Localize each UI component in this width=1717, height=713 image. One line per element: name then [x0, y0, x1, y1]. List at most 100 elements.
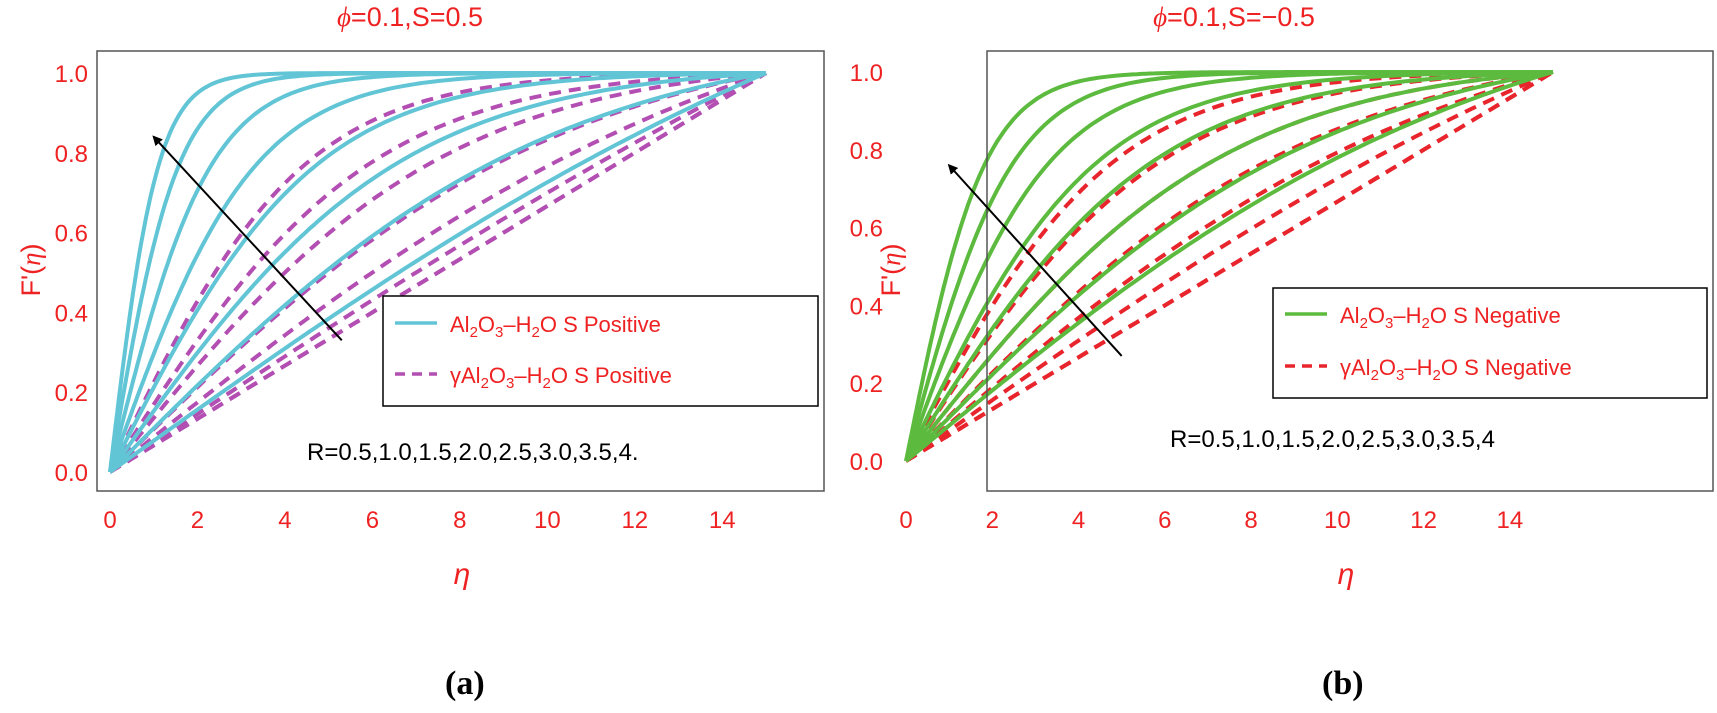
leg-b1-s1: 2 — [1360, 315, 1368, 332]
panel-a-x-tick: 8 — [453, 507, 466, 534]
panel-b-x-tick: 10 — [1324, 507, 1351, 534]
panel-a-x-axis-label: η — [454, 558, 471, 591]
leg-b2-m2: –H — [1404, 355, 1432, 380]
panel-a-y-axis-label: F'(η) — [16, 243, 46, 296]
leg-a1-m1: O — [478, 312, 495, 337]
panel-b-x-tick: 14 — [1497, 507, 1524, 534]
leg-b2-s2: 3 — [1396, 367, 1404, 384]
panel-a-dashed-curve-R2.5 — [108, 71, 767, 474]
panel-a-y-label-prefix: F'( — [16, 266, 46, 297]
panel-a: ϕ=0.1,S=0.5 0 2 4 6 8 10 12 14 0.0 0.2 0.4 0.6 0.8 1… — [16, 2, 825, 591]
panel-b-y-tick: 0.6 — [850, 216, 883, 243]
leg-b1-m1: O — [1368, 303, 1385, 328]
panel-a-legend-entry-2: γAl2O3–H2O S Positive — [450, 363, 672, 392]
panel-a-y-tick: 0.6 — [55, 221, 88, 248]
panel-b-annotation: R=0.5,1.0,1.5,2.0,2.5,3.0,3.5,4 — [1170, 426, 1495, 453]
panel-a-x-tick: 0 — [103, 507, 116, 534]
leg-a2-r: O S Positive — [551, 363, 672, 388]
leg-b2-r: O S Negative — [1441, 355, 1572, 380]
panel-b-arrow — [947, 163, 1123, 357]
panel-b-y-label-suffix: ) — [876, 243, 906, 252]
panel-b-x-tick: 8 — [1244, 507, 1257, 534]
panel-b-solid-curve-R4 — [904, 70, 1554, 463]
leg-a1-p: Al — [450, 312, 470, 337]
panel-a-solid-curve-R3 — [108, 71, 767, 474]
panel-b-y-tick: 0.2 — [850, 371, 883, 398]
leg-a2-m1: O — [489, 363, 506, 388]
panel-b-legend: Al2O3–H2O S Negative γAl2O3–H2O S Negati… — [1272, 287, 1708, 399]
leg-a2-p: γAl — [450, 363, 481, 388]
panel-b-dashed-curve-R4 — [905, 70, 1555, 463]
panel-b-x-tick: 2 — [986, 507, 999, 534]
panel-a-label: (a) — [445, 665, 485, 702]
panel-a-y-label-symbol: η — [16, 252, 46, 265]
panel-a-x-tick: 4 — [278, 507, 291, 534]
panel-b-y-label-prefix: F'( — [876, 266, 906, 297]
panel-a-title: ϕ=0.1,S=0.5 — [337, 2, 483, 32]
panel-a-plot-area — [108, 71, 768, 474]
panel-b-legend-entry-2: γAl2O3–H2O S Negative — [1340, 355, 1572, 384]
panel-b-title-symbol: ϕ — [1153, 2, 1167, 32]
panel-b-x-tick: 4 — [1072, 507, 1085, 534]
panel-a-solid-curve-R2.5 — [108, 71, 767, 473]
leg-b2-m1: O — [1379, 355, 1396, 380]
panel-b-y-axis-label: F'(η) — [876, 243, 906, 296]
panel-b-dashed-curve-R3 — [905, 70, 1554, 463]
panel-a-y-tick: 0.4 — [55, 300, 88, 327]
panel-b-x-tick: 12 — [1410, 507, 1437, 534]
leg-a2-s2: 3 — [506, 375, 514, 392]
panel-a-solid-curve-R3.5 — [108, 71, 767, 474]
leg-a1-s3: 2 — [532, 324, 540, 341]
panel-a-legend-box — [382, 295, 819, 407]
panel-b-x-axis-label: η — [1338, 558, 1355, 591]
panel-a-x-tick: 6 — [366, 507, 379, 534]
panel-a-solid-curve-R4 — [109, 71, 767, 474]
panel-b-label: (b) — [1322, 665, 1364, 702]
panel-b-y-tick: 0.8 — [850, 138, 883, 165]
leg-b1-r: O S Negative — [1430, 303, 1561, 328]
panel-a-y-tick-labels: 0.0 0.2 0.4 0.6 0.8 1.0 — [55, 61, 88, 487]
panel-a-x-tick: 14 — [709, 507, 736, 534]
panel-a-dashed-curve-R4 — [109, 71, 768, 474]
panel-a-y-tick: 0.8 — [55, 141, 88, 168]
panel-a-title-symbol: ϕ — [337, 2, 351, 32]
panel-a-arrow — [152, 135, 343, 342]
leg-a1-m2: –H — [503, 312, 531, 337]
panel-b-solid-curve-R2 — [904, 70, 1554, 462]
leg-b2-p: γAl — [1340, 355, 1371, 380]
panel-b-y-tick: 0.4 — [850, 293, 883, 320]
panel-a-x-tick-labels: 0 2 4 6 8 10 12 14 — [103, 507, 735, 534]
panel-b-legend-box — [1272, 287, 1708, 399]
panel-a-frame — [96, 50, 825, 492]
panel-b-x-tick-labels: 0 2 4 6 8 10 12 14 — [899, 507, 1523, 534]
leg-b1-m2: –H — [1393, 303, 1421, 328]
leg-b1-s3: 2 — [1422, 315, 1430, 332]
panel-b: ϕ=0.1,S=−0.5 0 2 4 6 8 10 12 14 0.0 0.2 0.4 0.6 0.8… — [850, 2, 1714, 591]
panel-b-x-tick: 0 — [899, 507, 912, 534]
panel-b-x-tick: 6 — [1158, 507, 1171, 534]
panel-a-legend: Al2O3–H2O S Positive γAl2O3–H2O S Positi… — [382, 295, 819, 407]
panel-b-title: ϕ=0.1,S=−0.5 — [1153, 2, 1315, 32]
panel-a-y-tick: 0.2 — [55, 380, 88, 407]
panel-b-solid-curve-R1.5 — [904, 70, 1553, 462]
panel-b-y-tick-labels: 0.0 0.2 0.4 0.6 0.8 1.0 — [850, 60, 883, 476]
leg-b2-s1: 2 — [1371, 367, 1379, 384]
panel-a-dashed-curve-R1.5 — [108, 71, 767, 474]
leg-a2-m2: –H — [514, 363, 542, 388]
leg-b1-s2: 3 — [1385, 315, 1393, 332]
panel-a-dashed-curve-R1 — [108, 71, 767, 474]
panel-b-frame — [986, 50, 1714, 492]
leg-a1-s1: 2 — [470, 324, 478, 341]
panel-b-solid-curve-R3.5 — [904, 70, 1554, 463]
panel-b-solid-curve-R3 — [904, 70, 1554, 463]
panel-a-x-tick: 12 — [621, 507, 648, 534]
leg-a2-s3: 2 — [543, 375, 551, 392]
panel-a-x-tick: 2 — [191, 507, 204, 534]
panel-b-title-rest: =0.1,S=−0.5 — [1167, 2, 1315, 32]
panel-a-y-tick: 1.0 — [55, 61, 88, 88]
panel-a-solid-curve-R2 — [108, 71, 766, 473]
panel-b-y-label-symbol: η — [876, 252, 906, 265]
panel-a-legend-entry-1: Al2O3–H2O S Positive — [450, 312, 661, 341]
leg-b2-s3: 2 — [1433, 367, 1441, 384]
